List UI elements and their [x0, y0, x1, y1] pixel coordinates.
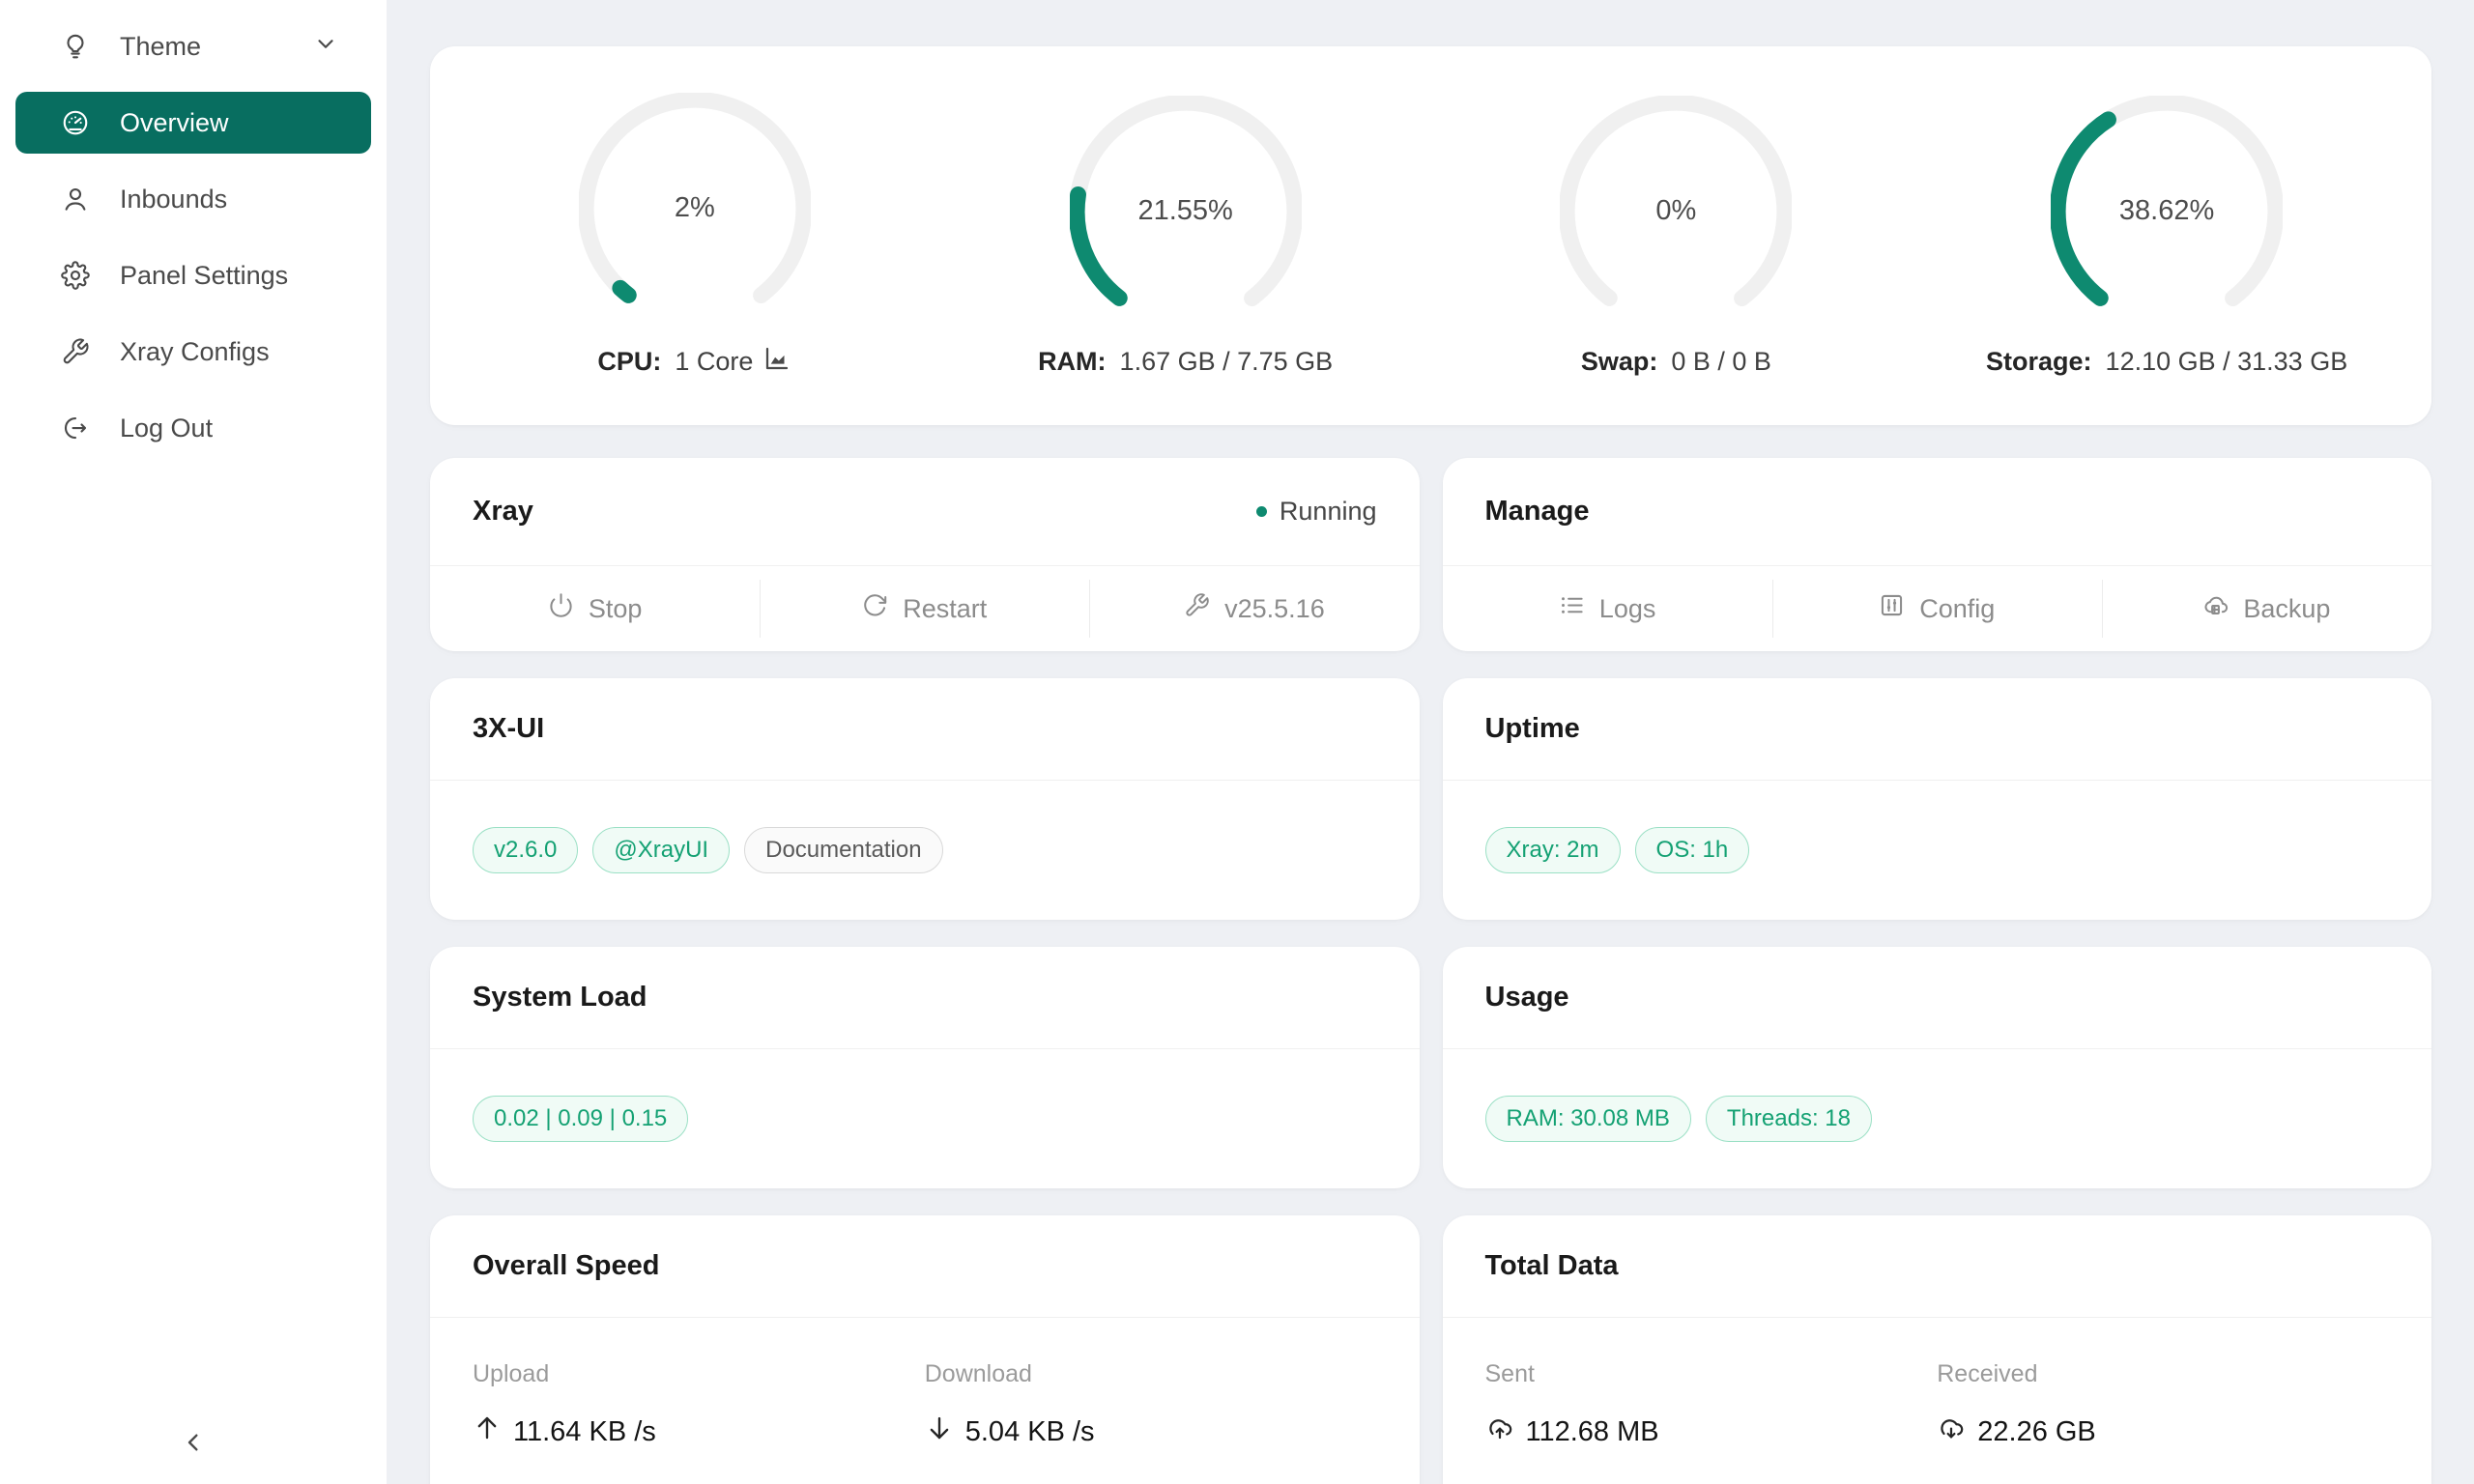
logout-icon: [60, 413, 91, 443]
arrow-down-icon: [925, 1413, 954, 1450]
cpu-percent: 2%: [674, 192, 715, 223]
wrench-icon: [60, 336, 91, 367]
manage-card-title: Manage: [1484, 496, 1590, 527]
bulb-icon: [60, 31, 91, 62]
sidebar-item-label: Inbounds: [120, 184, 228, 214]
sidebar-item-label: Overview: [120, 107, 229, 137]
sent-label: Sent: [1484, 1360, 1535, 1387]
sidebar-item-xray-configs[interactable]: Xray Configs: [15, 321, 371, 383]
xray-card: Xray Running Stop: [430, 458, 1420, 651]
user-icon: [60, 184, 91, 214]
download-value: 5.04 KB /s: [964, 1415, 1095, 1447]
xray-card-title: Xray: [473, 496, 533, 527]
power-icon: [548, 592, 574, 625]
xray-uptime-tag: Xray: 2m: [1484, 827, 1621, 873]
sidebar-item-label: Panel Settings: [120, 260, 289, 290]
sidebar-item-overview[interactable]: Overview: [15, 92, 371, 154]
xray-status-label: Running: [1279, 497, 1377, 526]
swap-gauge: 0% Swap: 0 B / 0 B: [1560, 95, 1793, 377]
overall-speed-card-title: Overall Speed: [473, 1250, 660, 1281]
threexui-card: 3X-UI v2.6.0 @XrayUI Documentation: [430, 678, 1420, 920]
sent-metric: Sent 112.68 MB: [1485, 1360, 1938, 1450]
version-tag[interactable]: v2.6.0: [473, 827, 579, 873]
area-chart-icon[interactable]: [762, 344, 791, 380]
ram-label: RAM: 1.67 GB / 7.75 GB: [1038, 346, 1334, 376]
restart-button[interactable]: Restart: [760, 566, 1089, 651]
upload-value: 11.64 KB /s: [513, 1415, 656, 1447]
uptime-card-title: Uptime: [1484, 713, 1580, 744]
sidebar-item-label: Theme: [120, 31, 202, 61]
system-load-card: System Load 0.02 | 0.09 | 0.15: [430, 947, 1420, 1188]
chevron-down-icon: [313, 31, 338, 63]
running-dot-icon: [1255, 506, 1267, 517]
cloud-download-icon: [1937, 1413, 1966, 1450]
xray-version-button[interactable]: v25.5.16: [1089, 566, 1419, 651]
main-content: 2% CPU: 1 Core 21.55%: [387, 0, 2474, 1484]
storage-label: Storage: 12.10 GB / 31.33 GB: [1986, 346, 2348, 376]
ram-usage-tag: RAM: 30.08 MB: [1484, 1096, 1691, 1142]
sidebar-item-log-out[interactable]: Log Out: [15, 397, 371, 459]
documentation-tag[interactable]: Documentation: [744, 827, 943, 873]
sent-value: 112.68 MB: [1525, 1415, 1659, 1447]
total-data-card: Total Data Sent 112.68 MB: [1442, 1215, 2431, 1484]
config-label: Config: [1919, 593, 1996, 623]
list-icon: [1559, 592, 1585, 625]
stop-label: Stop: [588, 593, 643, 623]
swap-percent: 0%: [1655, 195, 1697, 226]
cpu-label: CPU: 1 Core: [597, 344, 791, 380]
total-data-card-title: Total Data: [1484, 1250, 1619, 1281]
received-label: Received: [1937, 1360, 2038, 1387]
upload-label: Upload: [473, 1360, 550, 1387]
cloud-server-icon: [2202, 592, 2229, 625]
upload-metric: Upload 11.64 KB /s: [473, 1360, 925, 1450]
wrench-icon: [1184, 592, 1210, 625]
xrayui-tag[interactable]: @XrayUI: [592, 827, 731, 873]
logs-button[interactable]: Logs: [1443, 566, 1772, 651]
download-metric: Download 5.04 KB /s: [925, 1360, 1377, 1450]
xray-status: Running: [1255, 497, 1377, 527]
manage-card: Manage Logs: [1442, 458, 2431, 651]
sidebar-item-panel-settings[interactable]: Panel Settings: [15, 244, 371, 306]
config-button[interactable]: Config: [1771, 566, 2102, 651]
sidebar-item-label: Log Out: [120, 413, 214, 442]
download-label: Download: [924, 1360, 1032, 1387]
usage-card-title: Usage: [1484, 982, 1569, 1013]
restart-label: Restart: [903, 593, 988, 623]
arrow-up-icon: [473, 1413, 502, 1450]
refresh-icon: [862, 592, 888, 625]
received-metric: Received 22.26 GB: [1937, 1360, 2389, 1450]
threexui-card-title: 3X-UI: [473, 713, 545, 744]
load-average-tag: 0.02 | 0.09 | 0.15: [473, 1096, 689, 1142]
control-sliders-icon: [1879, 592, 1905, 625]
sidebar-item-theme[interactable]: Theme: [15, 15, 371, 77]
system-gauges-card: 2% CPU: 1 Core 21.55%: [430, 46, 2431, 425]
backup-label: Backup: [2243, 593, 2331, 623]
sidebar-collapse-button[interactable]: [0, 1427, 387, 1463]
uptime-card: Uptime Xray: 2m OS: 1h: [1442, 678, 2431, 920]
logs-label: Logs: [1598, 593, 1656, 623]
sidebar-item-label: Xray Configs: [120, 336, 270, 366]
storage-percent: 38.62%: [2118, 195, 2215, 226]
os-uptime-tag: OS: 1h: [1634, 827, 1750, 873]
sidebar: Theme Overview Inbounds: [0, 0, 387, 1484]
received-value: 22.26 GB: [1977, 1415, 2096, 1447]
dashboard-icon: [60, 107, 91, 138]
cloud-upload-icon: [1485, 1413, 1514, 1450]
stop-button[interactable]: Stop: [430, 566, 760, 651]
ram-percent: 21.55%: [1137, 195, 1233, 226]
threads-tag: Threads: 18: [1705, 1096, 1872, 1142]
xray-version-label: v25.5.16: [1224, 593, 1325, 623]
backup-button[interactable]: Backup: [2101, 566, 2431, 651]
gear-icon: [60, 260, 91, 291]
usage-card: Usage RAM: 30.08 MB Threads: 18: [1442, 947, 2431, 1188]
cpu-gauge: 2% CPU: 1 Core: [578, 92, 811, 380]
chevron-left-icon: [178, 1427, 209, 1463]
storage-gauge: 38.62% Storage: 12.10 GB / 31.33 GB: [1986, 95, 2348, 377]
sidebar-item-inbounds[interactable]: Inbounds: [15, 168, 371, 230]
overall-speed-card: Overall Speed Upload 11.64 KB /s: [430, 1215, 1420, 1484]
swap-label: Swap: 0 B / 0 B: [1580, 346, 1771, 376]
system-load-card-title: System Load: [473, 982, 647, 1013]
ram-gauge: 21.55% RAM: 1.67 GB / 7.75 GB: [1038, 95, 1334, 377]
